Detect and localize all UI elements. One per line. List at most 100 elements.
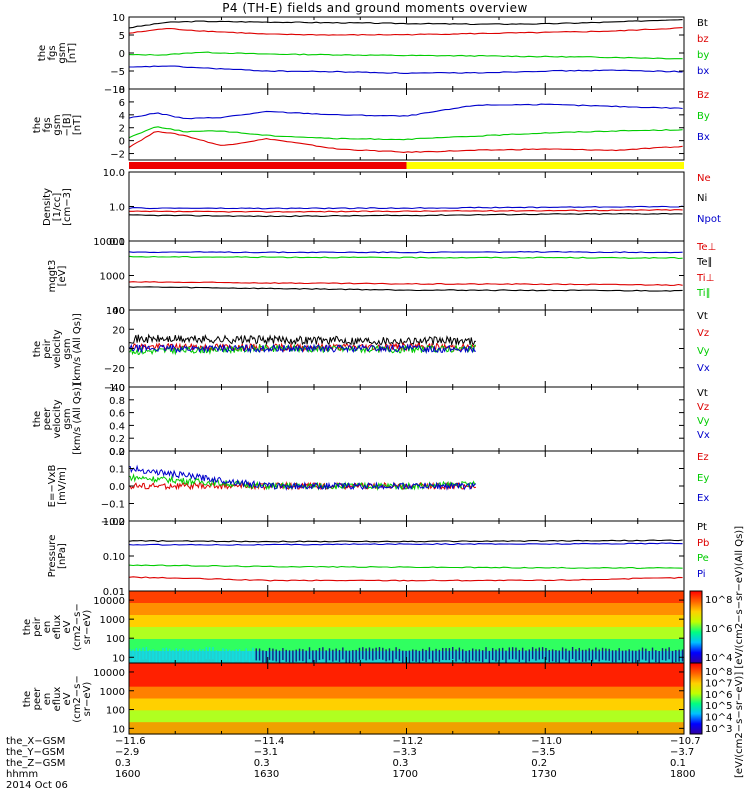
legend-entry: Ti⊥: [697, 272, 715, 284]
spectrogram-noise: [362, 647, 364, 660]
y-tick-label: −2: [110, 150, 125, 161]
spectrogram-noise: [172, 649, 174, 662]
legend-entry: Vx: [697, 362, 710, 374]
spectrogram-noise: [388, 648, 391, 661]
legend-entry: Vy: [697, 345, 710, 357]
colorbar-tick: 10^7: [705, 678, 732, 689]
spectrogram-noise: [508, 647, 511, 660]
spectrogram-noise: [158, 650, 161, 663]
y-tick-label: 1.00: [103, 517, 125, 528]
legend-entry: Pt: [697, 522, 707, 533]
spectrogram-noise: [345, 650, 347, 663]
spectrogram-noise: [641, 647, 644, 660]
y-tick-label: 0.6: [109, 409, 125, 420]
spectrogram-noise: [348, 650, 351, 663]
spectrogram-noise: [358, 647, 361, 660]
legend-entry: by: [697, 50, 710, 61]
spectrogram-noise: [558, 650, 560, 663]
colorbar: [689, 590, 703, 664]
y-tick-label: −5: [110, 67, 125, 78]
spectrogram-band: [129, 615, 684, 628]
spectrogram-noise: [408, 650, 411, 663]
spectrogram-noise: [132, 649, 134, 662]
y-tick-label: 10000: [93, 668, 125, 679]
series-Vx: [128, 343, 476, 355]
spectrogram-noise: [658, 650, 660, 663]
spectrogram-noise: [372, 648, 374, 661]
y-tick-label: 10000: [93, 596, 125, 607]
spectrogram-noise: [618, 648, 620, 661]
legend-entry: Pb: [697, 537, 710, 549]
spectrogram-noise: [638, 649, 640, 662]
legend-entry: Te⊥: [697, 242, 717, 253]
spectrogram-band: [129, 627, 684, 640]
spectrogram-noise: [515, 647, 517, 660]
series-Ne: [129, 209, 683, 213]
spectrogram-noise: [378, 647, 381, 660]
spectrogram-noise: [168, 648, 171, 661]
spectrogram-noise: [448, 648, 451, 661]
spectrogram-noise: [425, 649, 427, 662]
x-axis-value: 0.3: [115, 758, 131, 769]
x-axis-value: 0.2: [531, 758, 548, 769]
spectrogram-noise: [648, 650, 650, 663]
spectrogram-noise: [645, 648, 647, 661]
spectrogram-noise: [295, 649, 297, 662]
spectrogram-noise: [202, 649, 204, 662]
spectrogram-noise: [475, 649, 477, 662]
y-tick-label: −10: [104, 85, 125, 96]
y-tick-label: 8: [119, 85, 125, 96]
x-axis-row-label: the_Z−GSM: [6, 758, 66, 769]
spectrogram-noise: [238, 649, 241, 662]
spectrogram-noise: [232, 650, 234, 663]
legend-entry: By: [697, 111, 710, 122]
panel-frame: [128, 386, 685, 452]
spectrogram-noise: [452, 647, 454, 660]
colorbar-tick: 10^5: [705, 701, 732, 712]
spectrogram-noise: [561, 647, 564, 660]
spectrogram-noise: [535, 648, 537, 661]
spectrogram-noise: [555, 650, 557, 663]
spectrogram-noise: [375, 647, 377, 660]
series-by: [128, 51, 683, 60]
y-tick-label: 1000: [100, 687, 125, 698]
series-Pe: [128, 564, 683, 569]
y-tick-label: −0.2: [101, 517, 125, 528]
y-axis-label: [mV/m]: [57, 467, 68, 505]
spectrogram-noise: [212, 647, 214, 660]
y-tick-label: −20: [104, 364, 125, 375]
colorbar-tick: 10^8: [705, 595, 732, 606]
legend-entry: Pi: [697, 568, 706, 580]
legend-entry: Ey: [697, 472, 710, 484]
spectrogram-noise: [282, 648, 284, 661]
spectrogram-noise: [298, 648, 301, 661]
legend-entry: Bx: [697, 132, 710, 143]
legend-entry: Bz: [697, 90, 710, 101]
series-Pt: [128, 539, 683, 543]
spectrogram-noise: [525, 650, 527, 663]
series-Npot: [128, 205, 683, 210]
y-tick-label: 0: [119, 49, 125, 60]
series-Ti∥: [128, 255, 683, 260]
y-axis-label: sr−eV): [82, 681, 93, 716]
spectrogram-noise: [165, 647, 168, 660]
series-Vt: [128, 333, 476, 347]
spectrogram-noise: [671, 650, 674, 663]
spectrogram-noise: [248, 650, 251, 663]
spectrogram-noise: [138, 648, 141, 661]
series-Pi: [128, 542, 683, 546]
spectrogram-noise: [258, 648, 261, 661]
spectrogram-noise: [615, 650, 617, 663]
legend-entry: Te∥: [697, 257, 713, 269]
spectrogram-noise: [402, 650, 404, 663]
legend-entry: Ex: [697, 493, 710, 505]
spectrogram-band: [129, 603, 684, 616]
spectrogram-noise: [585, 649, 587, 662]
y-tick-label: 5: [119, 31, 125, 42]
x-axis-value: 0.3: [392, 758, 409, 769]
series-Bz: [128, 130, 683, 153]
spectrogram-noise: [252, 647, 254, 660]
spectrogram-noise: [608, 648, 610, 661]
